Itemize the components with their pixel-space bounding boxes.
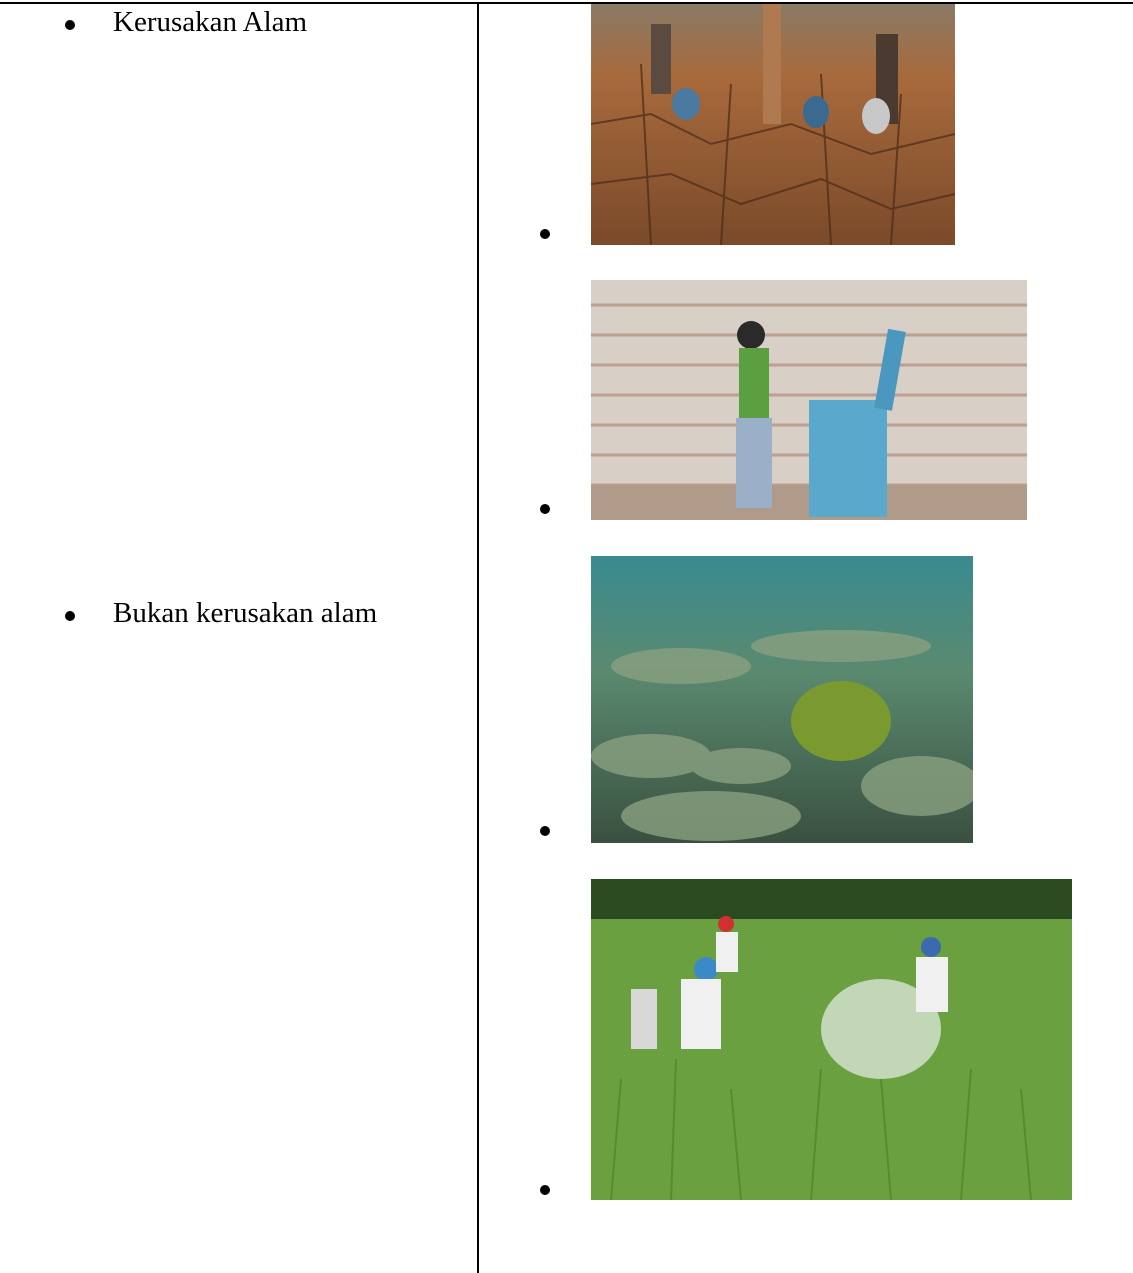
table-border [0,2,1133,4]
photo-recycling-bin [591,280,1027,520]
bullet [540,229,550,239]
photo-dry-land [591,4,955,245]
bullet [65,611,75,621]
bullet [540,1185,550,1195]
photo-rice-field [591,879,1072,1200]
photo-coral-reef [591,556,973,843]
list-item: Bukan kerusakan alam [113,597,378,629]
list-item: Kerusakan Alam [113,6,308,38]
bullet [65,20,75,30]
bullet [540,826,550,836]
bullet [540,504,550,514]
table-border [477,2,479,1273]
